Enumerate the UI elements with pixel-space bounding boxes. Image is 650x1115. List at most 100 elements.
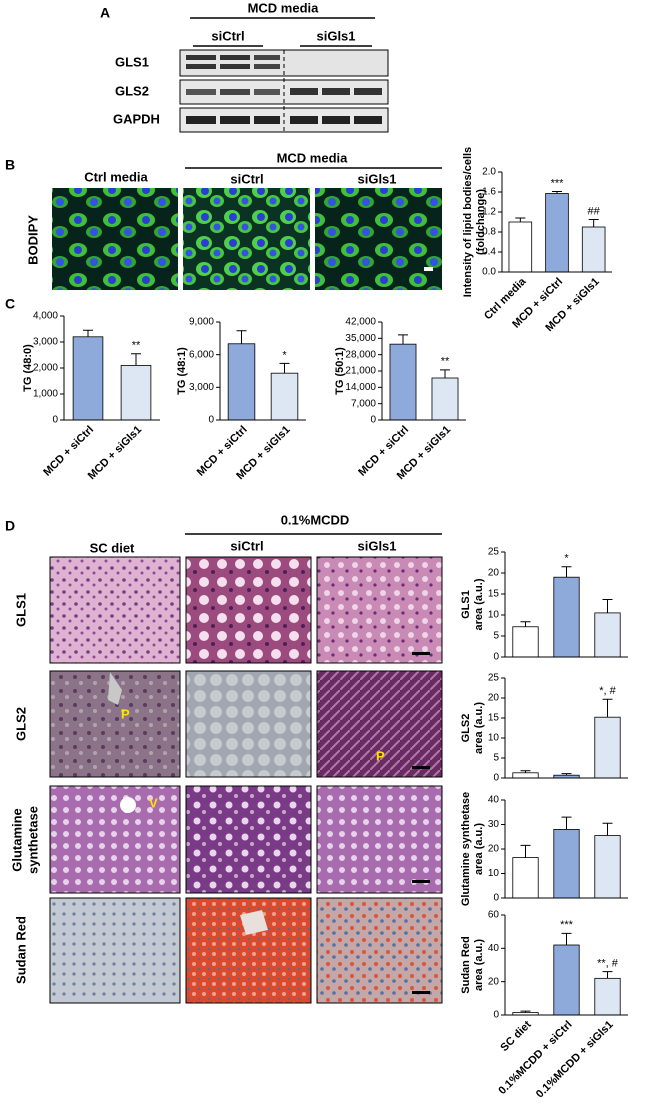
condition-label: siGls1	[357, 171, 396, 186]
error-bar	[588, 219, 599, 227]
micrograph	[315, 188, 442, 290]
condition-label: siGls1	[357, 538, 396, 553]
y-tick-label: 0	[52, 415, 58, 426]
y-tick-label: 7,000	[351, 398, 376, 409]
error-bar	[515, 217, 526, 222]
y-tick-label: 5	[493, 753, 499, 764]
y-tick-label: 10	[488, 868, 500, 879]
bar	[594, 977, 621, 1016]
panel-label: C	[5, 296, 15, 312]
y-tick-label: 1.6	[482, 187, 496, 198]
group-label: 0.1%MCDD	[281, 512, 350, 527]
y-tick-label: 0	[493, 652, 499, 663]
panel-label: D	[5, 518, 15, 534]
error-bar	[131, 353, 141, 366]
group-label: MCD media	[277, 150, 349, 165]
bar	[553, 829, 580, 899]
region-marker: P	[376, 748, 385, 763]
error-bar	[602, 822, 613, 836]
y-tick-label: 15	[488, 713, 500, 724]
error-bar	[561, 816, 572, 830]
condition-label: siCtrl	[230, 171, 263, 186]
y-tick-label: 0	[493, 1010, 499, 1021]
y-tick-label: 2,000	[33, 363, 58, 374]
error-bar	[561, 932, 572, 945]
y-tick-label: 0.4	[482, 247, 496, 258]
bar	[594, 835, 621, 899]
bar	[431, 377, 459, 421]
bar	[594, 612, 621, 658]
y-tick-label: 10	[488, 610, 500, 621]
histology-grid	[49, 556, 443, 1004]
y-tick-label: 1,000	[33, 389, 58, 400]
bar	[594, 716, 621, 779]
y-tick-label: 6,000	[189, 349, 214, 360]
y-tick-label: 40	[488, 795, 500, 806]
error-bar	[602, 698, 613, 718]
y-tick-label: 25	[488, 547, 500, 558]
error-bar	[398, 334, 408, 345]
stain-label: Glutamine	[9, 808, 24, 872]
condition-label: siCtrl	[211, 28, 244, 43]
error-bar	[520, 770, 531, 773]
condition-label: siCtrl	[230, 538, 263, 553]
bar	[553, 944, 580, 1016]
y-axis-label: area (a.u.)	[473, 939, 485, 991]
y-tick-label: 5	[493, 631, 499, 642]
stain-label: GLS1	[13, 593, 28, 627]
y-axis-label: area (a.u.)	[473, 578, 485, 630]
y-tick-label: 4,000	[33, 311, 58, 322]
bar	[581, 226, 606, 273]
y-tick-label: 60	[488, 910, 500, 921]
protein-label: GAPDH	[113, 111, 160, 126]
y-tick-label: 0.0	[482, 267, 496, 278]
error-bar	[520, 621, 531, 627]
bar	[508, 221, 533, 273]
stain-label: synthetase	[25, 806, 40, 874]
significance-label: ***	[551, 177, 565, 189]
significance-label: **	[441, 356, 450, 368]
y-tick-label: 25	[488, 673, 500, 684]
y-tick-label: 20	[488, 568, 500, 579]
x-tick-label: SC diet	[498, 1018, 534, 1054]
bar	[389, 343, 417, 421]
y-tick-label: 3,000	[189, 382, 214, 393]
bar	[512, 772, 539, 779]
bar	[120, 364, 152, 421]
y-axis-label: Sudan Red	[460, 936, 472, 993]
x-tick-label: 0.1%MCDD + siCtrl	[496, 1019, 574, 1097]
y-axis-label: Glutamine synthetase	[460, 792, 472, 906]
condition-label: siGls1	[316, 28, 355, 43]
western-blot	[179, 49, 389, 133]
group-label: MCD media	[248, 0, 320, 15]
y-tick-label: 21,000	[345, 366, 376, 377]
y-tick-label: 15	[488, 589, 500, 600]
error-bar	[602, 971, 613, 979]
y-tick-label: 2.0	[482, 167, 496, 178]
y-tick-label: 0.8	[482, 227, 496, 238]
significance-label: **	[132, 340, 141, 352]
stain-label: GLS2	[13, 707, 28, 741]
scale-bar	[424, 267, 433, 271]
y-tick-label: 14,000	[345, 382, 376, 393]
error-bar	[602, 598, 613, 613]
y-tick-label: 3,000	[33, 337, 58, 348]
significance-label: **, #	[597, 958, 619, 970]
y-tick-label: 20	[488, 693, 500, 704]
y-tick-label: 42,000	[345, 317, 376, 328]
y-tick-label: 40	[488, 943, 500, 954]
y-axis-label: Intensity of lipid bodies/cells	[462, 147, 474, 297]
bar	[227, 343, 256, 421]
y-tick-label: 9,000	[189, 317, 214, 328]
error-bar	[552, 191, 562, 194]
y-axis-label: GLS2	[460, 714, 472, 743]
y-tick-label: 1.2	[482, 207, 496, 218]
y-axis-label: area (a.u.)	[473, 823, 485, 875]
y-axis-label: GLS1	[460, 590, 472, 619]
y-tick-label: 0	[493, 773, 499, 784]
significance-label: *	[282, 349, 287, 361]
y-axis-label: area (a.u.)	[473, 702, 485, 754]
error-bar	[561, 566, 572, 578]
